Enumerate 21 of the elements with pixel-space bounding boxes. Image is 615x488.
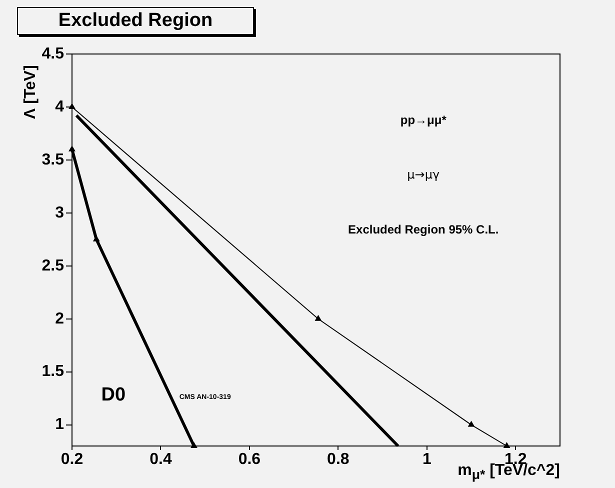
point <box>468 421 474 427</box>
annotation: D0 <box>101 384 126 406</box>
annotation: Excluded Region 95% C.L. <box>348 222 499 237</box>
y-tick-label: 4 <box>55 98 64 116</box>
y-tick-label: 2.5 <box>42 257 64 274</box>
y-tick-label: 1.5 <box>42 363 64 380</box>
x-tick-label: 0.2 <box>60 451 84 468</box>
y-tick-label: 4.5 <box>42 45 64 62</box>
y-tick-label: 2 <box>55 310 64 328</box>
y-axis-title: Λ [TeV] <box>22 65 40 119</box>
annotation: pp→μμ* <box>400 112 447 127</box>
chart-title: Excluded Region <box>17 7 254 35</box>
y-tick-label: 1 <box>55 416 64 434</box>
y-tick-label: 3 <box>55 204 64 222</box>
y-tick-label: 3.5 <box>42 151 64 168</box>
annotation: μ→μγ <box>407 168 440 182</box>
x-tick-label: 0.8 <box>327 451 350 468</box>
point <box>315 315 322 321</box>
x-tick-label: 0.6 <box>238 451 261 468</box>
x-tick-label: 1 <box>422 451 432 468</box>
x-tick-label: 0.4 <box>150 451 172 468</box>
